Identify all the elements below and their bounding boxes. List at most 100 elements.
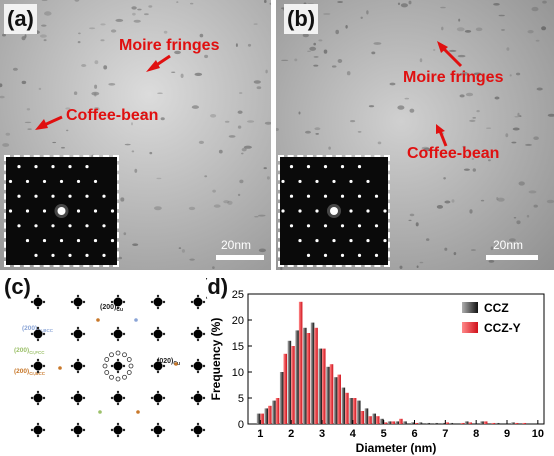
satellite-spot <box>76 390 80 394</box>
satellite-spot <box>42 300 46 304</box>
satellite-spot <box>76 338 80 342</box>
tem-speck <box>476 110 480 113</box>
diffraction-spot <box>366 238 370 243</box>
tem-speck <box>505 133 509 138</box>
bar-ccz <box>426 422 430 424</box>
diffraction-spot <box>340 165 345 169</box>
satellite-spot <box>82 396 86 400</box>
tem-speck <box>264 121 271 125</box>
scale-bar-label-b: 20nm <box>493 238 524 252</box>
tem-speck <box>471 158 474 160</box>
satellite-spot <box>190 396 194 400</box>
tem-speck <box>472 117 476 119</box>
tem-speck <box>258 248 266 253</box>
satellite-spot <box>70 300 74 304</box>
tem-speck <box>131 122 133 126</box>
tem-speck <box>461 71 469 76</box>
tem-speck <box>243 145 252 149</box>
diffraction-spot <box>298 209 302 213</box>
bar-ccz <box>303 327 307 424</box>
tem-speck <box>389 82 396 86</box>
y-tick-label: 0 <box>238 419 244 431</box>
diffraction-spot <box>281 179 285 184</box>
tem-speck <box>156 177 162 180</box>
satellite-spot <box>190 364 194 368</box>
satellite-spot <box>156 422 160 426</box>
diffraction-spot <box>357 224 362 228</box>
ring-spot <box>126 370 132 375</box>
bar-ccz-y <box>329 364 334 424</box>
diffraction-spot <box>42 209 47 213</box>
satellite-spot <box>116 370 120 374</box>
tem-speck <box>337 59 343 63</box>
cu-spot <box>33 361 43 371</box>
bar-ccz-y <box>337 374 341 424</box>
tem-speck <box>141 111 145 116</box>
tem-speck <box>400 3 408 8</box>
satellite-spot <box>116 422 120 426</box>
tem-speck <box>448 49 457 52</box>
satellite-spot <box>42 428 46 432</box>
tem-speck <box>263 167 267 170</box>
satellite-spot <box>196 326 200 330</box>
tem-speck <box>337 1 343 3</box>
satellite-spot <box>156 390 160 394</box>
diffraction-spot <box>34 253 38 257</box>
tem-speck <box>154 206 162 211</box>
satellite-spot <box>122 428 126 432</box>
tem-speck <box>335 29 339 35</box>
satellite-spot <box>116 434 120 438</box>
satellite-spot <box>70 428 74 432</box>
satellite-spot <box>156 326 160 330</box>
diffraction-schematic-c: (c) (200)Cu (200)Cr,BCC (200)Cr,FCC (020… <box>0 272 215 456</box>
bar-ccz-y <box>399 418 403 424</box>
diffraction-spot <box>8 209 13 213</box>
diffraction-spot <box>68 165 72 169</box>
panel-label-b: (b) <box>284 4 319 34</box>
tem-speck <box>488 260 495 263</box>
tem-speck <box>89 27 96 30</box>
bar-ccz <box>295 330 299 424</box>
diffraction-spot <box>349 209 353 213</box>
tem-speck <box>421 146 429 150</box>
tem-speck <box>541 26 547 31</box>
bar-ccz <box>418 422 423 424</box>
diffraction-spot <box>383 209 387 213</box>
diffraction-spot <box>366 209 370 213</box>
satellite-spot <box>36 326 40 330</box>
panel-label-a: (a) <box>4 4 37 34</box>
tem-speck <box>247 43 252 47</box>
bar-ccz <box>380 418 384 424</box>
bar-ccz-y <box>491 422 496 424</box>
diffraction-spot <box>68 253 72 257</box>
cu-spot <box>113 361 123 371</box>
tem-speck <box>547 113 554 117</box>
satellite-spot <box>156 338 160 342</box>
tem-speck <box>218 149 223 154</box>
tem-speck <box>239 179 244 184</box>
satellite-spot <box>150 300 154 304</box>
diffraction-spot <box>330 207 338 215</box>
tem-speck <box>527 30 534 34</box>
diffraction-spot <box>76 238 81 243</box>
satellite-spot <box>76 358 80 362</box>
tem-speck <box>440 6 446 9</box>
tem-speck <box>371 51 376 55</box>
tem-speck <box>213 204 221 208</box>
cu-spot <box>33 393 43 403</box>
diffraction-spot <box>366 179 370 184</box>
tem-speck <box>464 30 472 33</box>
ring-spot <box>128 363 134 369</box>
tem-speck <box>318 39 323 42</box>
diffraction-spot <box>357 253 362 257</box>
tem-speck <box>511 141 517 144</box>
satellite-spot <box>122 364 126 368</box>
diffraction-spot <box>17 194 21 198</box>
tem-speck <box>456 27 465 32</box>
x-tick-label: 2 <box>288 428 294 440</box>
diffraction-spot <box>59 238 64 243</box>
diffraction-spot <box>323 253 328 257</box>
y-tick-label: 10 <box>232 367 244 379</box>
satellite-spot <box>82 332 86 336</box>
bar-ccz <box>495 422 500 424</box>
